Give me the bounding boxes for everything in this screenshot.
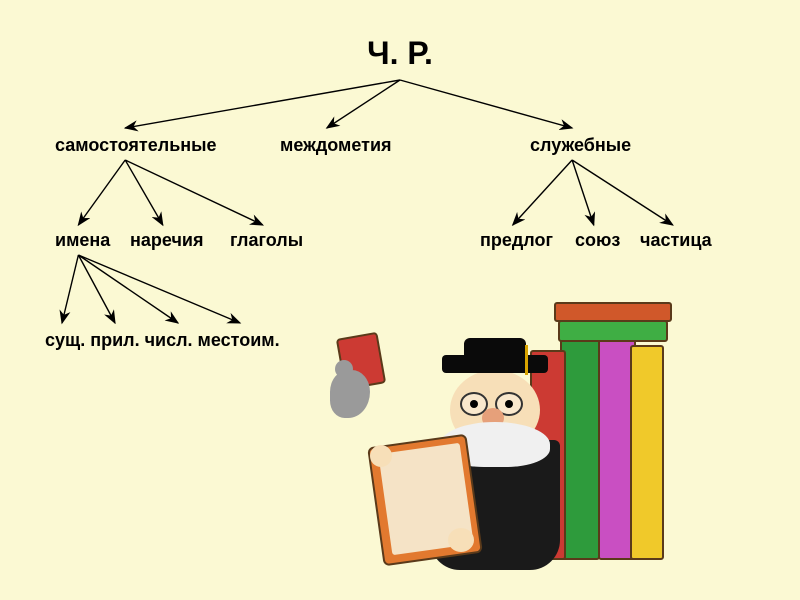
book-2	[630, 345, 664, 560]
level2-adverbs: наречия	[130, 230, 203, 251]
level1-independent: самостоятельные	[55, 135, 217, 156]
book-4	[558, 320, 668, 342]
book-0	[560, 330, 600, 560]
professor-illustration	[330, 290, 680, 580]
level3-names-sub: сущ. прил. числ. местоим.	[45, 330, 280, 351]
level2-conjunction: союз	[575, 230, 620, 251]
mouse-ear	[335, 360, 353, 378]
level2-particle: частица	[640, 230, 712, 251]
hand-l	[370, 445, 392, 467]
tassel	[525, 345, 528, 375]
prof-hat-top	[464, 338, 526, 360]
level1-auxiliary: служебные	[530, 135, 631, 156]
level2-preposition: предлог	[480, 230, 553, 251]
diagram-title: Ч. Р.	[367, 35, 433, 72]
level2-verbs: глаголы	[230, 230, 303, 251]
eye-r	[505, 400, 513, 408]
hand-r	[448, 528, 474, 552]
book-5	[554, 302, 672, 322]
level2-names: имена	[55, 230, 110, 251]
level1-interjection: междометия	[280, 135, 392, 156]
mouse-body	[330, 370, 370, 418]
eye-l	[470, 400, 478, 408]
